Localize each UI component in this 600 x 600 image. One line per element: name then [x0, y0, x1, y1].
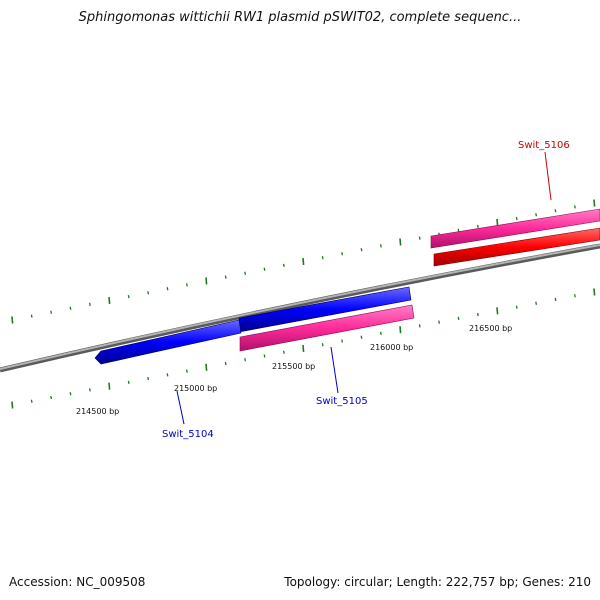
- scale-label-215000: 215000 bp: [174, 384, 217, 393]
- outer-track-tick: [147, 291, 150, 295]
- inner-track-tick: [515, 305, 518, 309]
- inner-track-tick: [50, 395, 53, 400]
- inner-track-tick: [476, 312, 479, 317]
- swit-5105-callout-line: [330, 346, 339, 394]
- inner-track-tick: [166, 373, 169, 377]
- inner-track-tick: [418, 324, 421, 328]
- accession-label: Accession: NC_009508: [9, 575, 146, 589]
- outer-track-tick: [554, 209, 557, 213]
- outer-track-tick: [476, 224, 479, 229]
- outer-track-tick: [302, 257, 305, 266]
- outer-track-tick: [30, 314, 33, 318]
- inner-track-tick: [379, 331, 382, 336]
- outer-track-tick: [496, 218, 499, 227]
- inner-track-tick: [185, 369, 188, 373]
- map-title: Sphingomonas wittichii RW1 plasmid pSWIT…: [78, 10, 522, 25]
- outer-track-tick: [50, 310, 53, 314]
- gene-label-swit-5106[interactable]: Swit_5106: [518, 140, 570, 151]
- inner-track-tick: [282, 350, 285, 354]
- inner-track-tick: [341, 339, 344, 343]
- outer-track-tick: [399, 238, 402, 246]
- outer-track-tick: [11, 316, 14, 324]
- inner-track-tick: [457, 316, 460, 321]
- gene-swit-5106-gene-bar[interactable]: [433, 227, 600, 267]
- inner-track-tick: [108, 382, 111, 390]
- outer-track-tick: [108, 296, 111, 305]
- gene-swit-5104-gene-bar[interactable]: [94, 319, 242, 365]
- sequence-summary: Topology: circular; Length: 222,757 bp; …: [284, 575, 591, 589]
- outer-track-tick: [282, 263, 285, 268]
- scale-label-216500: 216500 bp: [469, 324, 512, 333]
- outer-track-tick: [205, 277, 208, 285]
- inner-track-tick: [302, 344, 305, 353]
- inner-track-tick: [127, 380, 130, 385]
- swit-5104-callout-line: [176, 390, 185, 425]
- outer-track-tick: [341, 252, 344, 256]
- outer-track-tick: [418, 236, 421, 240]
- outer-track-tick: [360, 248, 363, 252]
- gene-label-swit-5104[interactable]: Swit_5104: [162, 429, 214, 440]
- outer-track-tick: [515, 216, 518, 221]
- inner-track-tick: [573, 294, 576, 298]
- inner-track-tick: [554, 297, 557, 302]
- inner-track-tick: [399, 326, 402, 334]
- scale-label-215500: 215500 bp: [272, 362, 315, 371]
- inner-track-tick: [69, 392, 72, 396]
- gene-label-swit-5105[interactable]: Swit_5105: [316, 396, 368, 407]
- inner-track-tick: [438, 320, 441, 324]
- inner-track-tick: [11, 401, 14, 409]
- inner-tick-track: [11, 288, 596, 409]
- inner-track-tick: [88, 388, 91, 392]
- outer-track-tick: [166, 287, 169, 291]
- scale-label-214500: 214500 bp: [76, 407, 119, 416]
- outer-track-tick: [593, 199, 596, 207]
- inner-track-tick: [30, 399, 33, 403]
- outer-track-tick: [573, 205, 576, 209]
- inner-track-tick: [244, 358, 247, 362]
- outer-track-tick: [88, 302, 91, 307]
- inner-track-tick: [593, 288, 596, 296]
- outer-track-tick: [185, 283, 188, 287]
- scale-label-216000: 216000 bp: [370, 343, 413, 352]
- inner-track-tick: [224, 361, 227, 366]
- inner-track-tick: [205, 363, 208, 371]
- outer-track-tick: [69, 306, 72, 310]
- inner-track-tick: [321, 343, 324, 347]
- outer-track-tick: [224, 275, 227, 279]
- swit-5106-callout-line: [544, 151, 552, 201]
- inner-track-tick: [360, 335, 363, 339]
- outer-track-tick: [263, 267, 266, 271]
- inner-track-tick: [535, 301, 538, 305]
- gene-swit-5105-cds-bar[interactable]: [239, 304, 415, 352]
- outer-track-tick: [127, 294, 130, 299]
- outer-track-tick: [244, 271, 247, 275]
- sequence-backbone-highlight: [0, 244, 600, 370]
- outer-track-tick: [379, 244, 382, 248]
- inner-track-tick: [496, 307, 499, 315]
- inner-track-tick: [263, 354, 266, 358]
- inner-track-tick: [147, 376, 150, 381]
- gene-swit-5106-cds-bar[interactable]: [430, 208, 600, 249]
- outer-track-tick: [321, 255, 324, 260]
- outer-track-tick: [535, 213, 538, 217]
